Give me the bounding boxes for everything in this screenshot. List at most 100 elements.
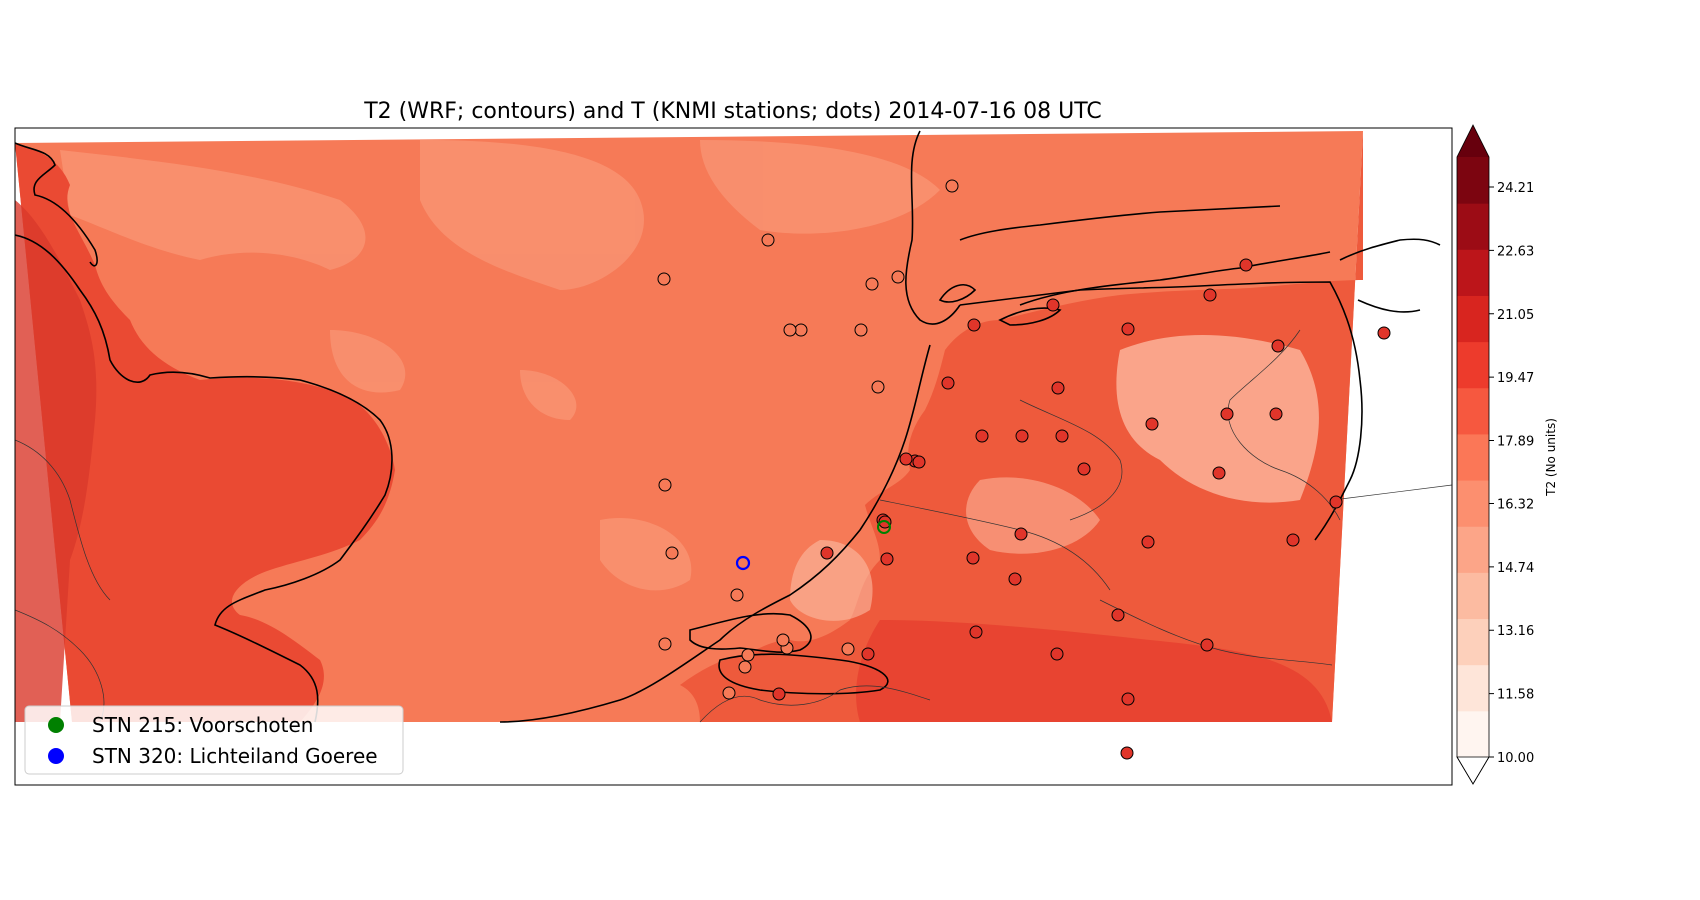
station-marker bbox=[1220, 407, 1234, 421]
station-marker bbox=[1200, 638, 1214, 652]
station-marker bbox=[1239, 258, 1253, 272]
land-netherlands bbox=[680, 131, 1363, 722]
colorbar-tick-label: 13.16 bbox=[1497, 624, 1534, 639]
station-marker bbox=[1046, 298, 1060, 312]
borders bbox=[15, 329, 1452, 723]
station-marker bbox=[871, 380, 885, 394]
station-marker bbox=[1141, 535, 1155, 549]
map-axes bbox=[15, 128, 1452, 785]
station-marker bbox=[969, 625, 983, 639]
colorbar-extend-max bbox=[1457, 125, 1489, 157]
colorbar-tick-label: 10.00 bbox=[1497, 751, 1534, 766]
colorbar-tick-label: 14.74 bbox=[1497, 561, 1534, 576]
station-marker bbox=[1271, 339, 1285, 353]
station-marker bbox=[1145, 417, 1159, 431]
colorbar-tick-label: 16.32 bbox=[1497, 497, 1534, 512]
land-south bbox=[856, 620, 1332, 722]
land-england-west bbox=[15, 200, 97, 722]
station-marker bbox=[966, 551, 980, 565]
station-marker bbox=[1077, 462, 1091, 476]
station-markers bbox=[657, 179, 1391, 760]
legend-label-goeree: STN 320: Lichteiland Goeree bbox=[92, 744, 378, 768]
colorbar-segment bbox=[1457, 433, 1489, 481]
station-marker bbox=[975, 429, 989, 443]
colorbar-segment bbox=[1457, 572, 1489, 620]
colorbar-segment bbox=[1457, 710, 1489, 758]
station-marker bbox=[658, 478, 672, 492]
station-marker bbox=[967, 318, 981, 332]
coastlines bbox=[15, 130, 1441, 723]
colorbar-segment bbox=[1457, 249, 1489, 296]
legend-marker-blue bbox=[48, 748, 64, 764]
station-marker bbox=[1121, 692, 1135, 706]
station-marker bbox=[861, 647, 875, 661]
station-marker bbox=[1286, 533, 1300, 547]
colorbar-outline bbox=[1456, 124, 1490, 785]
chart-title: T2 (WRF; contours) and T (KNMI stations;… bbox=[363, 99, 1102, 124]
colorbar-tick-label: 11.58 bbox=[1497, 688, 1534, 703]
station-marker bbox=[865, 277, 879, 291]
station-marker-goeree bbox=[735, 555, 751, 571]
colorbar: 10.00 11.58 13.16 14.74 16.32 17.89 19.47 21.05… bbox=[1456, 124, 1534, 785]
station-marker bbox=[945, 179, 959, 193]
station-marker bbox=[783, 323, 797, 337]
station-marker bbox=[1051, 381, 1065, 395]
colorbar-tick-label: 19.47 bbox=[1497, 371, 1534, 386]
land-netherlands-warm bbox=[1116, 335, 1319, 503]
station-marker bbox=[912, 455, 926, 469]
station-marker bbox=[738, 660, 752, 674]
station-marker bbox=[880, 552, 894, 566]
station-marker bbox=[730, 588, 744, 602]
colorbar-segment bbox=[1457, 526, 1489, 573]
station-marker bbox=[820, 546, 834, 560]
station-marker bbox=[1055, 429, 1069, 443]
station-marker bbox=[658, 637, 672, 651]
station-marker bbox=[1329, 495, 1343, 509]
station-marker bbox=[741, 648, 755, 662]
colorbar-extend-min bbox=[1456, 756, 1490, 785]
station-marker bbox=[1014, 527, 1028, 541]
sea-temperature-patches bbox=[60, 140, 940, 591]
station-marker bbox=[665, 546, 679, 560]
station-marker bbox=[1269, 407, 1283, 421]
colorbar-segment bbox=[1457, 387, 1489, 435]
colorbar-segment bbox=[1457, 480, 1489, 527]
colorbar-tick-label: 17.89 bbox=[1497, 435, 1534, 450]
station-marker bbox=[772, 687, 786, 701]
map-frame bbox=[14, 127, 1453, 786]
land-central-warm bbox=[966, 477, 1100, 554]
colorbar-tick-label: 21.05 bbox=[1497, 308, 1534, 323]
land-southwest-warm bbox=[790, 540, 873, 621]
station-marker bbox=[1015, 429, 1029, 443]
station-marker bbox=[1121, 322, 1135, 336]
station-marker bbox=[1050, 647, 1064, 661]
colorbar-segment bbox=[1457, 295, 1489, 343]
colorbar-segment bbox=[1457, 618, 1489, 666]
station-marker bbox=[854, 323, 868, 337]
legend-marker-green bbox=[48, 717, 64, 733]
station-marker bbox=[657, 272, 671, 286]
legend-label-voorschoten: STN 215: Voorschoten bbox=[92, 713, 313, 737]
colorbar-tick-label: 24.21 bbox=[1497, 181, 1534, 196]
station-marker-voorschoten bbox=[877, 520, 891, 534]
station-marker bbox=[1212, 466, 1226, 480]
station-marker bbox=[1377, 326, 1391, 340]
colorbar-label: T2 (No units) bbox=[1544, 418, 1558, 497]
station-marker bbox=[1111, 608, 1125, 622]
colorbar-tick-label: 22.63 bbox=[1497, 244, 1534, 259]
land-england bbox=[15, 143, 395, 722]
station-marker bbox=[891, 270, 905, 284]
station-marker bbox=[941, 376, 955, 390]
colorbar-segment bbox=[1457, 157, 1489, 204]
station-marker bbox=[722, 686, 736, 700]
station-marker bbox=[841, 642, 855, 656]
station-marker bbox=[899, 452, 913, 466]
station-marker bbox=[1120, 746, 1134, 760]
legend: STN 215: Voorschoten STN 320: Lichteilan… bbox=[24, 705, 404, 775]
colorbar-segment bbox=[1457, 341, 1489, 389]
legend-box bbox=[24, 705, 404, 775]
station-marker bbox=[761, 233, 775, 247]
station-marker bbox=[776, 633, 790, 647]
station-marker bbox=[794, 323, 808, 337]
